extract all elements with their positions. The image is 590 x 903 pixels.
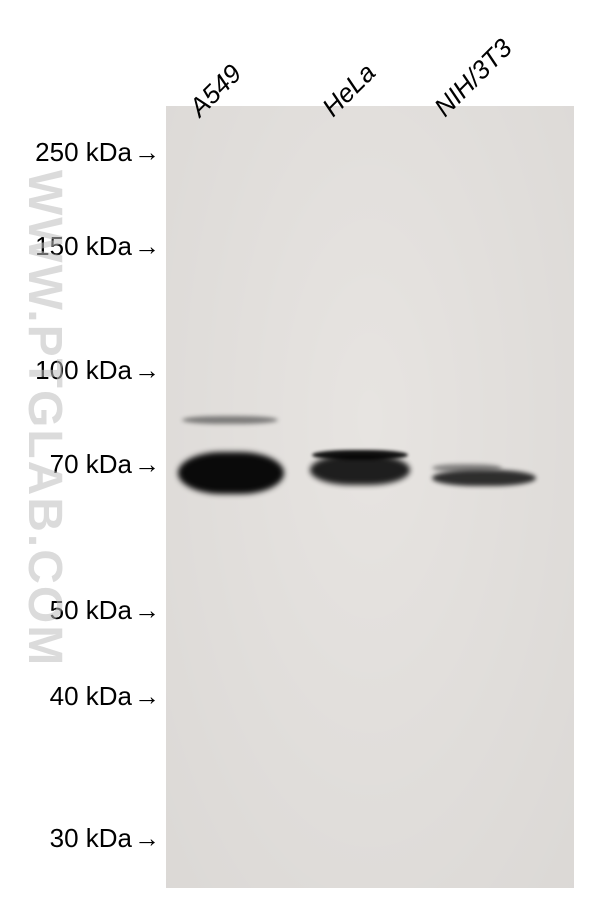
figure-root: A549 HeLa NIH/3T3 250 kDa→ 150 kDa→ 100 … xyxy=(0,0,590,903)
marker-label: 250 kDa xyxy=(35,137,132,167)
arrow-icon: → xyxy=(134,231,160,262)
marker-label: 30 kDa xyxy=(50,823,132,853)
marker-40: 40 kDa→ xyxy=(0,681,160,712)
watermark-text: WWW.PTGLAB.COM xyxy=(17,170,72,667)
blot-membrane xyxy=(166,106,574,888)
watermark-label: WWW.PTGLAB.COM xyxy=(18,170,71,667)
band-nih3t3-main xyxy=(432,470,536,486)
blot-vignette xyxy=(166,106,574,888)
arrow-icon: → xyxy=(134,823,160,854)
band-nih3t3-upper xyxy=(432,464,502,472)
band-a549-main xyxy=(178,452,284,494)
marker-30: 30 kDa→ xyxy=(0,823,160,854)
marker-label: 40 kDa xyxy=(50,681,132,711)
arrow-icon: → xyxy=(134,449,160,480)
arrow-icon: → xyxy=(134,595,160,626)
band-hela-sharp xyxy=(312,450,408,460)
arrow-icon: → xyxy=(134,137,160,168)
arrow-icon: → xyxy=(134,681,160,712)
band-a549-upper xyxy=(182,416,278,424)
arrow-icon: → xyxy=(134,355,160,386)
marker-250: 250 kDa→ xyxy=(0,137,160,168)
